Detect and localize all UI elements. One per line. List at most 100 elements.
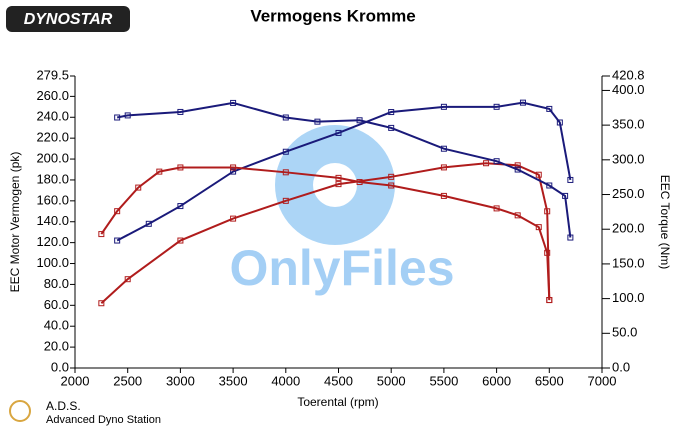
y2-tick-label: 250.0 bbox=[612, 186, 645, 201]
x-tick-label: 4500 bbox=[324, 373, 353, 388]
y-tick-label: 240.0 bbox=[36, 109, 69, 124]
x-tick-label: 7000 bbox=[588, 373, 617, 388]
y-tick-label: 40.0 bbox=[44, 318, 69, 333]
point-marker bbox=[388, 109, 395, 116]
point-marker bbox=[177, 203, 184, 210]
point-marker bbox=[335, 181, 342, 188]
point-marker bbox=[562, 192, 569, 199]
point-marker bbox=[230, 99, 237, 106]
logo-box bbox=[6, 6, 130, 32]
point-marker bbox=[514, 162, 521, 169]
point-marker bbox=[314, 118, 321, 125]
logo: DYNOSTAR bbox=[24, 11, 113, 28]
point-marker bbox=[356, 179, 363, 186]
footer-title: A.D.S. bbox=[46, 399, 81, 413]
point-marker bbox=[114, 237, 121, 244]
y-tick-label: 120.0 bbox=[36, 234, 69, 249]
series-line bbox=[116, 101, 572, 242]
footer-logo bbox=[9, 400, 31, 422]
x-tick-label: 3500 bbox=[219, 373, 248, 388]
point-marker bbox=[493, 103, 500, 110]
point-marker bbox=[556, 119, 563, 126]
point-marker bbox=[519, 99, 526, 106]
x-tick-label: 4000 bbox=[271, 373, 300, 388]
y-tick-label: 160.0 bbox=[36, 192, 69, 207]
series-line bbox=[116, 101, 572, 238]
watermark-group: OnlyFiles bbox=[229, 125, 455, 296]
point-marker bbox=[114, 208, 121, 215]
point-marker bbox=[98, 300, 105, 307]
point-marker bbox=[156, 168, 163, 175]
y-tick-label: 60.0 bbox=[44, 297, 69, 312]
point-marker bbox=[535, 224, 542, 231]
point-marker bbox=[114, 114, 121, 121]
y-tick-label: 220.0 bbox=[36, 130, 69, 145]
y2-tick-label: 420.8 bbox=[612, 67, 645, 82]
y-tick-label: 80.0 bbox=[44, 276, 69, 291]
point-marker bbox=[493, 205, 500, 212]
y-tick-label: 180.0 bbox=[36, 171, 69, 186]
x-tick-label: 6500 bbox=[535, 373, 564, 388]
y2-tick-label: 200.0 bbox=[612, 221, 645, 236]
series-line bbox=[100, 162, 551, 304]
y-tick-label: 260.0 bbox=[36, 88, 69, 103]
y-tick-label: 140.0 bbox=[36, 213, 69, 228]
point-marker bbox=[388, 173, 395, 180]
y-tick-label: 279.5 bbox=[36, 67, 69, 82]
y2-tick-label: 400.0 bbox=[612, 82, 645, 97]
point-marker bbox=[124, 112, 131, 119]
y2-tick-label: 350.0 bbox=[612, 117, 645, 132]
point-marker bbox=[282, 197, 289, 204]
point-marker bbox=[356, 117, 363, 124]
point-marker bbox=[544, 208, 551, 215]
y2-tick-label: 0.0 bbox=[612, 359, 630, 374]
y2-tick-label: 50.0 bbox=[612, 325, 637, 340]
point-marker bbox=[544, 249, 551, 256]
series-line bbox=[100, 166, 551, 301]
point-marker bbox=[230, 168, 237, 175]
point-marker bbox=[440, 103, 447, 110]
x-tick-label: 6000 bbox=[482, 373, 511, 388]
point-marker bbox=[514, 166, 521, 173]
point-marker bbox=[440, 145, 447, 152]
point-marker bbox=[535, 171, 542, 178]
y-axis-label: EEC Motor Vermogen (pk) bbox=[8, 152, 22, 293]
x-tick-label: 5000 bbox=[377, 373, 406, 388]
chart-title: Vermogens Kromme bbox=[250, 6, 415, 25]
x-tick-label: 3000 bbox=[166, 373, 195, 388]
y-tick-label: 20.0 bbox=[44, 339, 69, 354]
point-marker bbox=[124, 276, 131, 283]
point-marker bbox=[98, 231, 105, 238]
point-marker bbox=[282, 114, 289, 121]
point-marker bbox=[388, 182, 395, 189]
point-marker bbox=[177, 237, 184, 244]
y2-tick-label: 300.0 bbox=[612, 151, 645, 166]
point-marker bbox=[567, 176, 574, 183]
point-marker bbox=[282, 148, 289, 155]
point-marker bbox=[335, 129, 342, 136]
point-marker bbox=[135, 184, 142, 191]
point-marker bbox=[483, 160, 490, 167]
point-marker bbox=[546, 296, 553, 303]
y-tick-label: 100.0 bbox=[36, 255, 69, 270]
point-marker bbox=[177, 164, 184, 171]
y-tick-label: 200.0 bbox=[36, 150, 69, 165]
y2-axis-label: EEC Torque (Nm) bbox=[658, 175, 672, 269]
point-marker bbox=[440, 164, 447, 171]
footer-subtitle: Advanced Dyno Station bbox=[46, 414, 161, 426]
y2-tick-label: 150.0 bbox=[612, 255, 645, 270]
point-marker bbox=[335, 174, 342, 181]
x-tick-label: 5500 bbox=[429, 373, 458, 388]
point-marker bbox=[546, 105, 553, 112]
point-marker bbox=[493, 158, 500, 165]
point-marker bbox=[177, 108, 184, 115]
y2-tick-label: 100.0 bbox=[612, 290, 645, 305]
point-marker bbox=[145, 220, 152, 227]
point-marker bbox=[282, 169, 289, 176]
x-tick-label: 2500 bbox=[113, 373, 142, 388]
point-marker bbox=[230, 215, 237, 222]
point-marker bbox=[567, 234, 574, 241]
point-marker bbox=[230, 164, 237, 171]
y-tick-label: 0.0 bbox=[51, 359, 69, 374]
